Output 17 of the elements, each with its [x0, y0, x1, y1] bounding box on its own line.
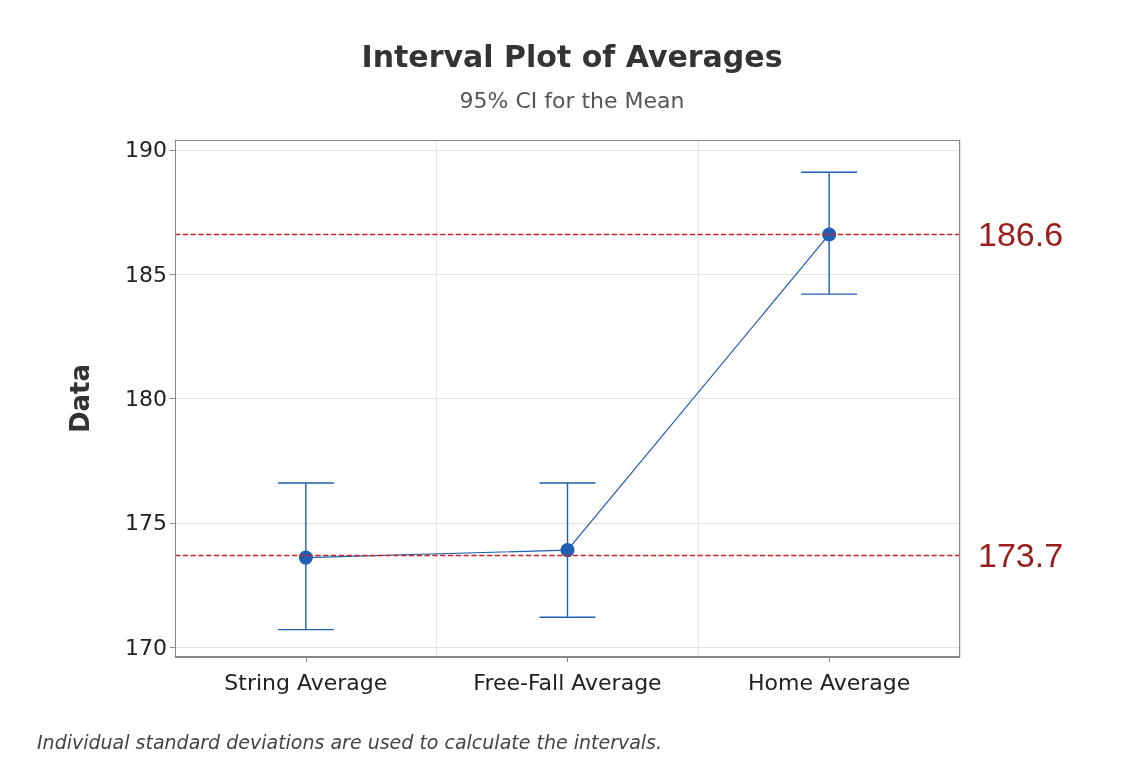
x-tick-label: String Average — [224, 669, 388, 695]
y-tick-label: 180 — [125, 386, 167, 411]
ref-line-label: 173.7 — [978, 536, 1064, 575]
y-tick-label: 190 — [125, 137, 167, 163]
point — [298, 550, 313, 565]
ref-line-label: 186.6 — [978, 215, 1064, 254]
y-tick-label: 175 — [125, 510, 167, 536]
y-tick-label: 185 — [125, 261, 167, 287]
point — [560, 543, 575, 558]
y-axis-title: Data — [65, 363, 95, 434]
point — [822, 227, 837, 242]
x-tick-label: Home Average — [748, 669, 911, 695]
y-tick-label: 170 — [125, 634, 167, 660]
text: Individual standard deviations are used to calculate the intervals. — [37, 730, 663, 753]
x-tick-label: Free-Fall Average — [473, 669, 662, 695]
chart-subtitle: 95% CI for the Mean — [459, 87, 685, 113]
chart-title: Interval Plot of Averages — [361, 38, 783, 74]
